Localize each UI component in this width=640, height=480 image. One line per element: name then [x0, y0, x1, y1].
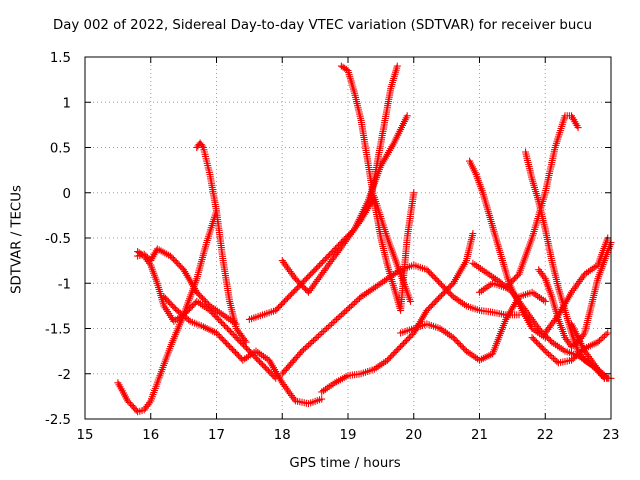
series-arc-20: [568, 320, 615, 382]
y-tick-label: -2.5: [45, 413, 71, 428]
data-markers: [114, 62, 615, 416]
series-marker-path: [337, 62, 418, 314]
axis-ticks: 15 16 17 18 19 20 21 22 23 -2.5 -2 -1.5 -1 -0.5 0 0.5 1 1…: [45, 51, 619, 443]
series-arc-9: [367, 62, 401, 201]
series-arc-12: [397, 288, 549, 364]
series-arc-6: [245, 112, 411, 323]
series-arc-5: [193, 139, 250, 346]
series-arc-16: [522, 148, 612, 382]
series-arc-17: [535, 239, 615, 351]
series-marker-path: [278, 193, 414, 305]
series-marker-path: [541, 234, 612, 337]
x-tick-label: 18: [274, 428, 291, 443]
series-marker-path: [367, 62, 401, 201]
series-marker-path: [535, 239, 615, 351]
series-marker-path: [134, 245, 240, 328]
y-tick-label: 0: [63, 187, 71, 202]
series-arc-19: [541, 234, 612, 337]
series-arc-8: [337, 62, 418, 314]
x-tick-label: 16: [142, 428, 159, 443]
y-tick-label: -1.5: [45, 323, 71, 338]
x-tick-label: 17: [208, 428, 225, 443]
series-marker-path: [476, 112, 582, 296]
y-tick-label: -1: [58, 277, 71, 292]
x-tick-label: 15: [77, 428, 94, 443]
y-tick-label: -2: [58, 368, 71, 383]
x-axis-label: GPS time / hours: [289, 456, 401, 471]
series-marker-path: [397, 288, 549, 364]
series-marker-path: [134, 248, 280, 382]
series-marker-path: [522, 148, 612, 382]
x-tick-label: 23: [603, 428, 620, 443]
chart-title: Day 002 of 2022, Sidereal Day-to-day VTE…: [53, 18, 593, 33]
series-arc-11: [318, 230, 477, 396]
x-tick-label: 19: [340, 428, 357, 443]
series-arc-2: [134, 245, 240, 328]
y-tick-label: -0.5: [45, 232, 71, 247]
series-marker-path: [278, 261, 523, 378]
series-marker-path: [318, 230, 477, 396]
series-marker-path: [193, 139, 250, 346]
x-tick-label: 21: [471, 428, 488, 443]
y-tick-label: 1.5: [50, 51, 71, 66]
y-tick-label: 0.5: [50, 142, 71, 157]
series-arc-4: [160, 293, 326, 408]
series-arc-15: [476, 112, 582, 296]
series-marker-path: [245, 112, 411, 323]
series-arc-7: [278, 193, 414, 305]
series-arc-10: [278, 261, 523, 378]
x-tick-label: 20: [405, 428, 422, 443]
series-marker-path: [160, 293, 326, 408]
x-tick-label: 22: [537, 428, 554, 443]
series-marker-path: [568, 320, 615, 382]
y-tick-label: 1: [63, 96, 71, 111]
series-arc-3: [134, 248, 280, 382]
